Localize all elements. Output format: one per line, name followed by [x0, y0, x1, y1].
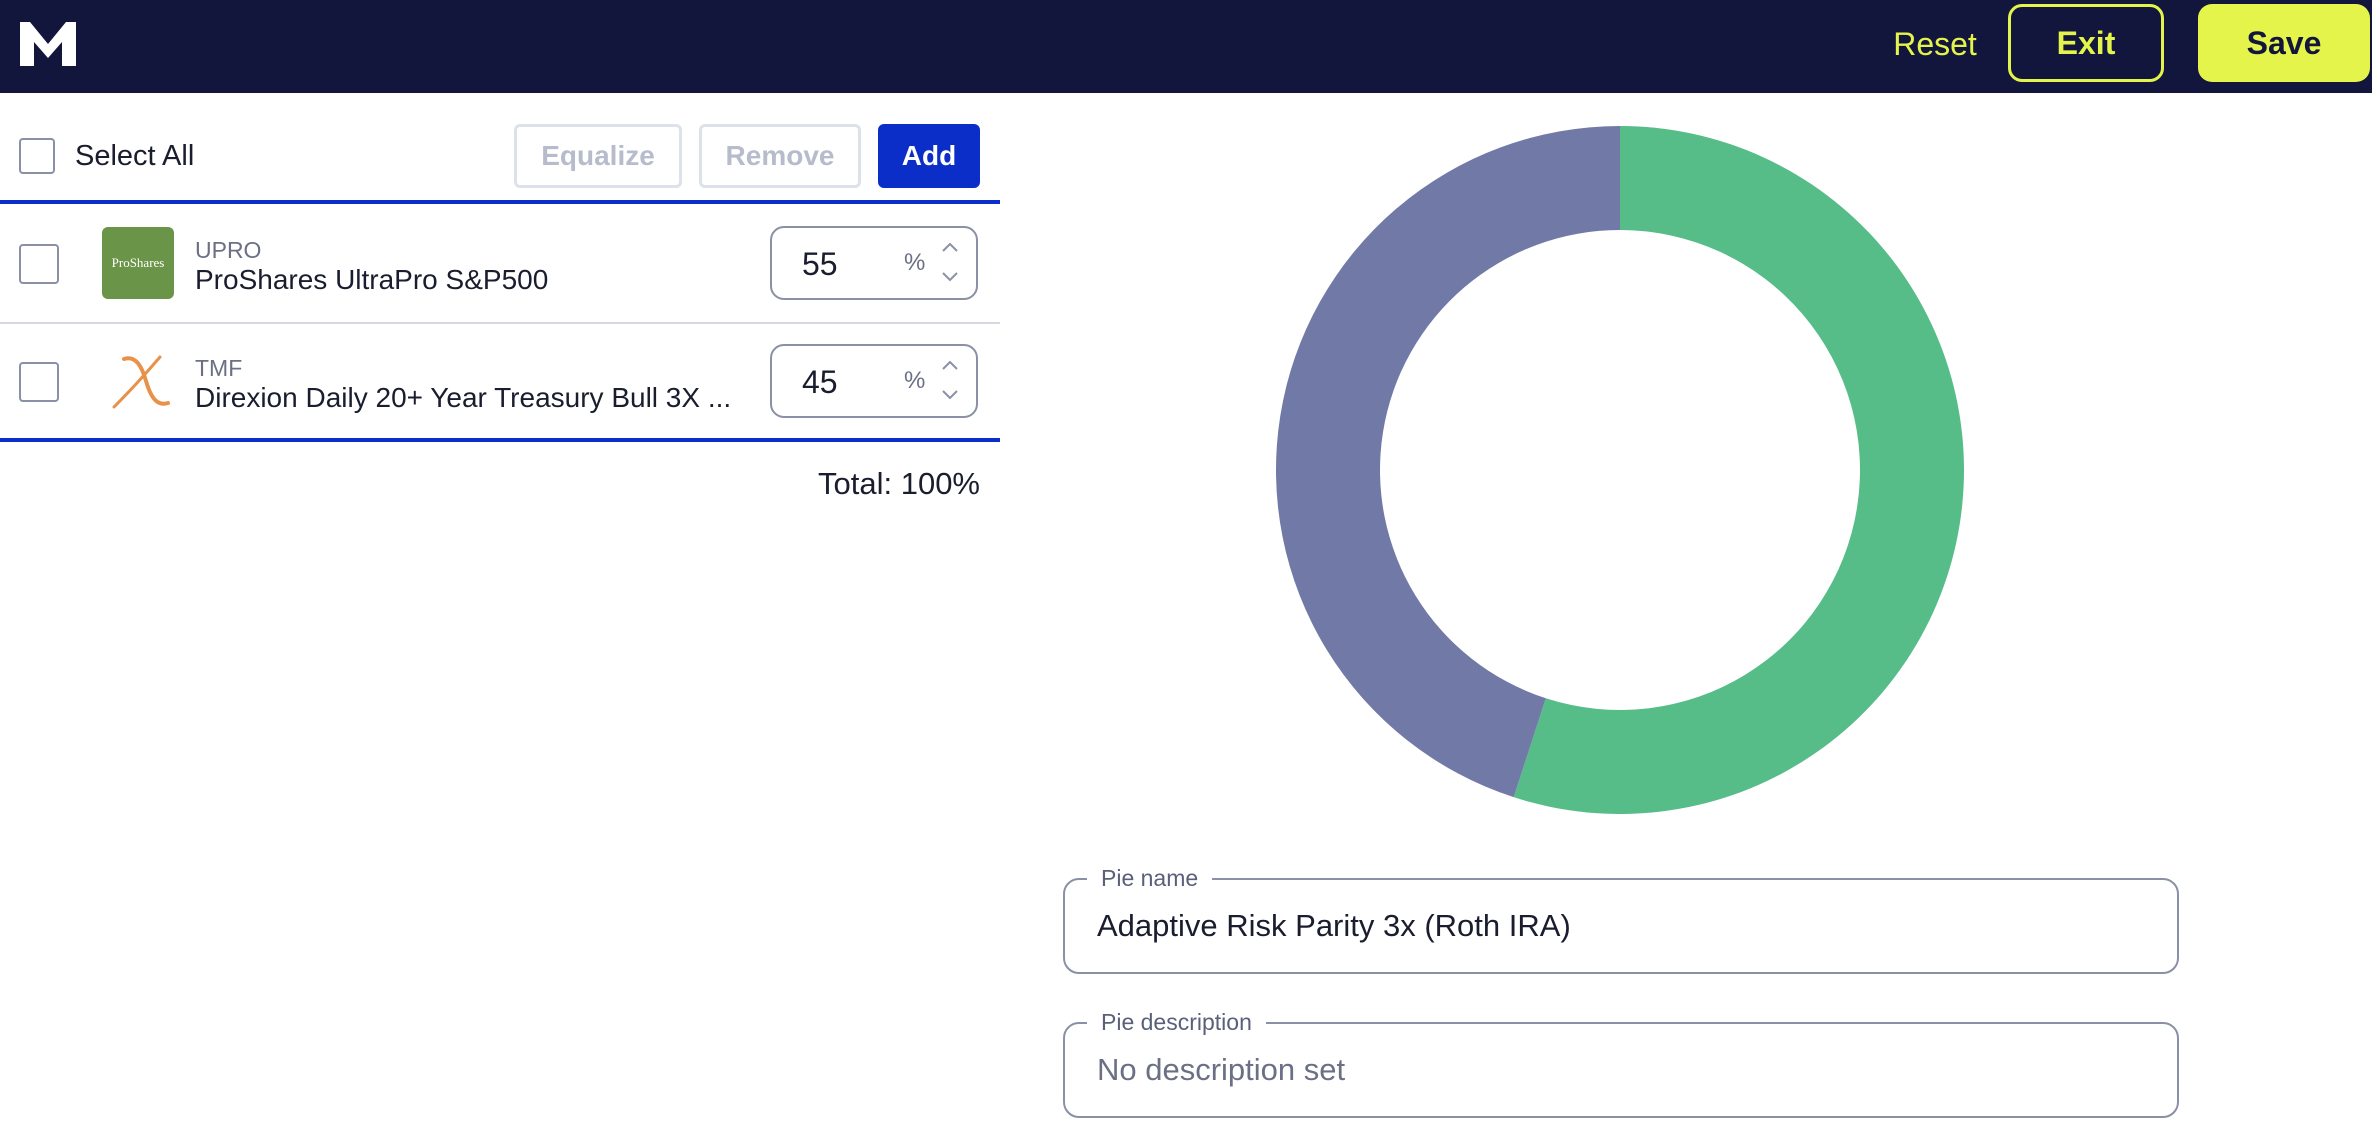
- direxion-x-icon: [112, 355, 170, 409]
- percent-sign: %: [904, 249, 926, 276]
- holding-ticker: TMF: [195, 355, 243, 381]
- holding-name: ProShares UltraPro S&P500: [195, 264, 549, 295]
- holding-checkbox[interactable]: [19, 362, 59, 402]
- save-button[interactable]: Save: [2198, 4, 2370, 82]
- chevron-down-icon[interactable]: [936, 386, 964, 404]
- pie-name-label: Pie name: [1087, 864, 1213, 892]
- pie-description-field[interactable]: Pie description: [1063, 1008, 2179, 1118]
- direxion-logo: [102, 345, 174, 417]
- percent-input[interactable]: 55 %: [770, 226, 978, 300]
- remove-button[interactable]: Remove: [699, 124, 861, 188]
- pie-name-field[interactable]: Pie name: [1063, 864, 2179, 974]
- pie-description-input[interactable]: [1097, 1050, 2137, 1090]
- top-bar: Reset Exit Save: [0, 0, 2372, 93]
- add-button[interactable]: Add: [878, 124, 980, 188]
- donut-slice-upro[interactable]: [1513, 126, 1964, 815]
- reset-button[interactable]: Reset: [1893, 26, 1977, 62]
- proshares-logo: ProShares: [102, 227, 174, 299]
- percent-input[interactable]: 45 %: [770, 344, 978, 418]
- select-all-label: Select All: [75, 140, 195, 172]
- chevron-down-icon[interactable]: [936, 268, 964, 286]
- chevron-up-icon[interactable]: [936, 356, 964, 374]
- select-all-checkbox[interactable]: [19, 138, 55, 174]
- percent-value[interactable]: 45: [802, 364, 838, 400]
- pie-name-input[interactable]: [1097, 906, 2137, 946]
- exit-button[interactable]: Exit: [2008, 4, 2164, 82]
- chevron-up-icon[interactable]: [936, 238, 964, 256]
- list-bottom-divider: [0, 438, 1000, 442]
- donut-slice-tmf[interactable]: [1276, 126, 1620, 798]
- allocation-donut-chart: [1276, 126, 1964, 815]
- equalize-button[interactable]: Equalize: [514, 124, 682, 188]
- m1-logo-icon[interactable]: [18, 20, 78, 68]
- percent-value[interactable]: 55: [802, 246, 838, 282]
- list-top-divider: [0, 200, 1000, 204]
- pie-description-label: Pie description: [1087, 1008, 1266, 1036]
- row-divider: [0, 322, 1000, 324]
- total-percent: Total: 100%: [818, 466, 980, 501]
- holding-checkbox[interactable]: [19, 244, 59, 284]
- holding-name: Direxion Daily 20+ Year Treasury Bull 3X…: [195, 382, 732, 413]
- percent-sign: %: [904, 367, 926, 394]
- proshares-logo-text: ProShares: [111, 255, 165, 270]
- holding-ticker: UPRO: [195, 237, 262, 263]
